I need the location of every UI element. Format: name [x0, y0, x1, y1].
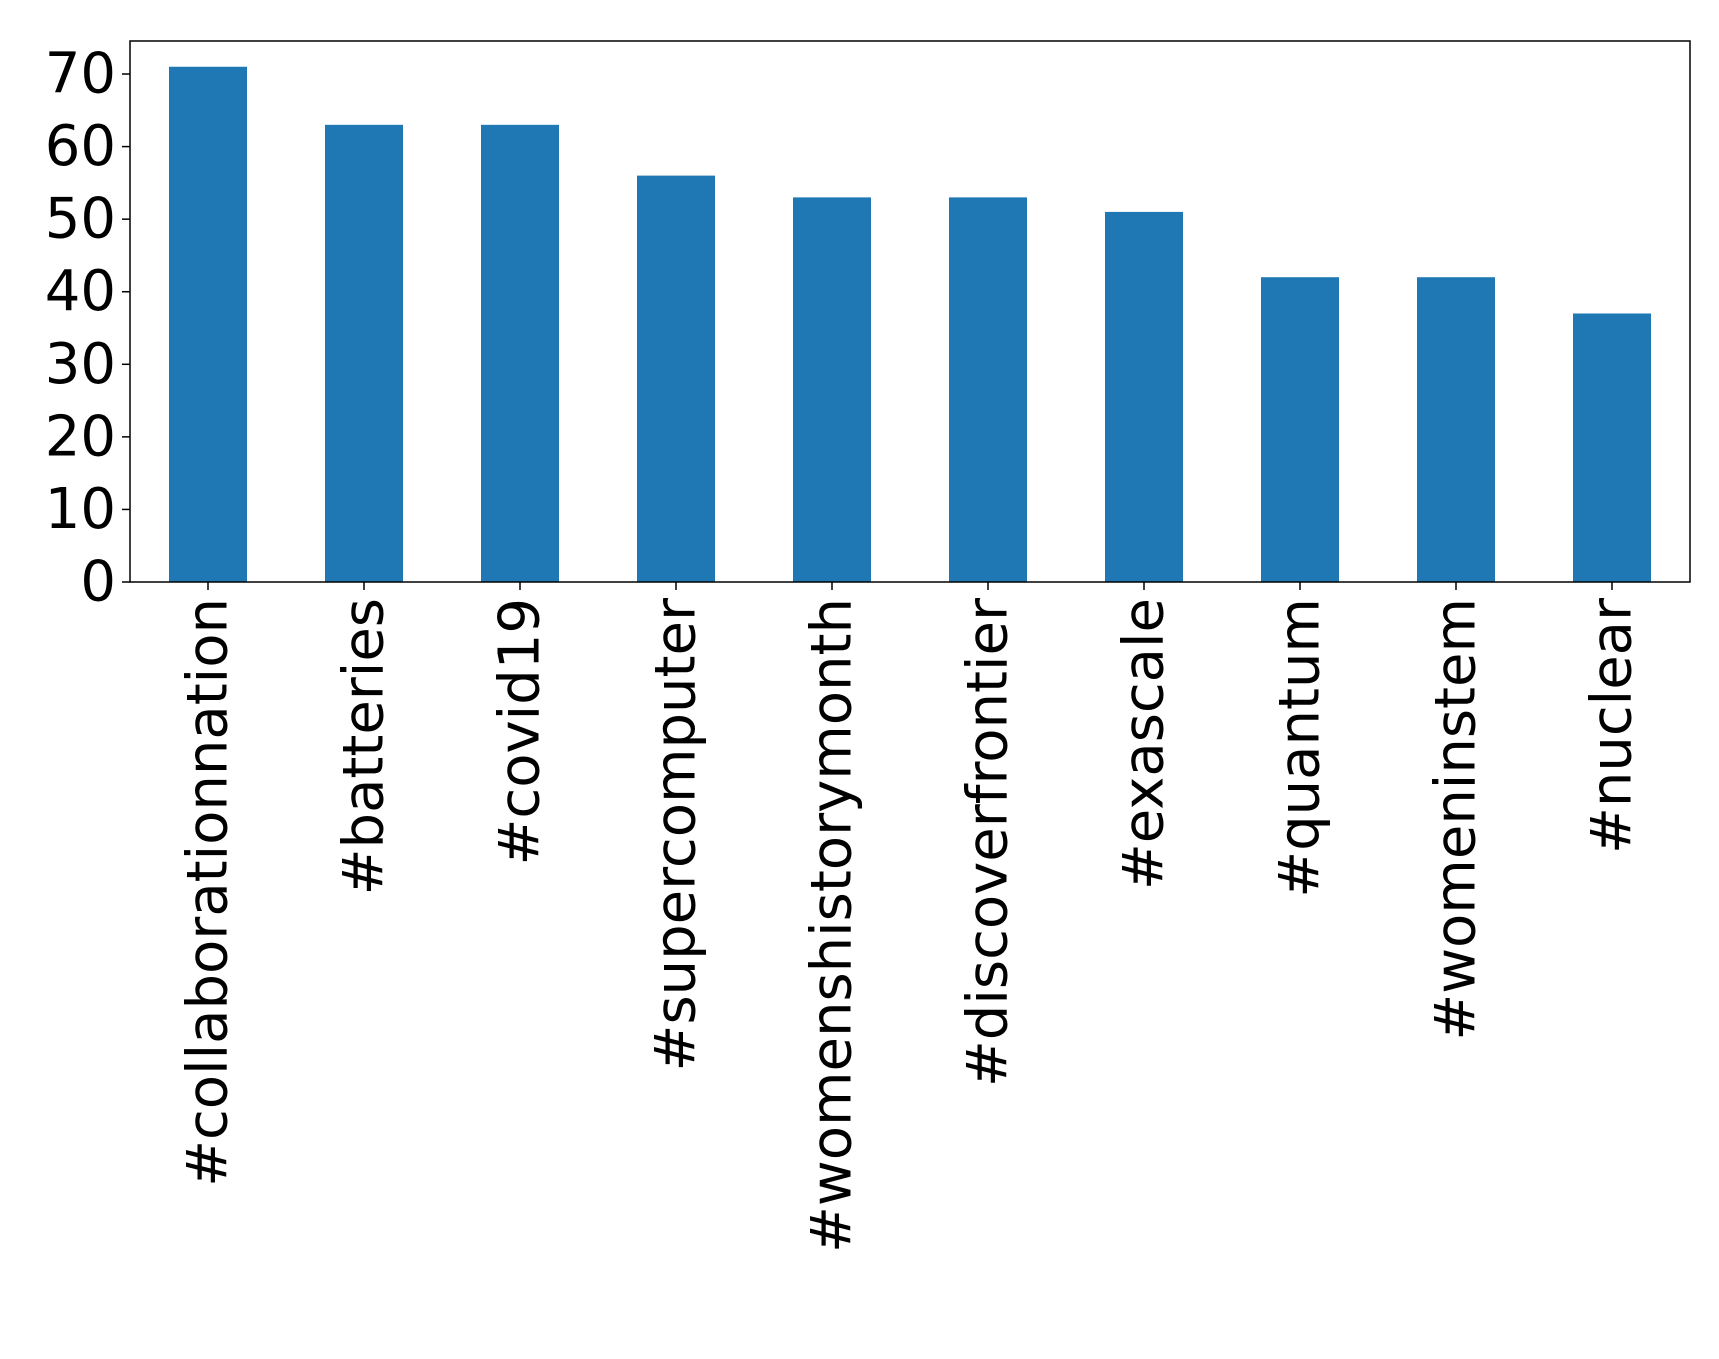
x-tick-label: #discoverfrontier — [956, 597, 1021, 1087]
bar — [793, 197, 871, 582]
x-tick-label: #supercomputer — [644, 597, 709, 1071]
bar — [1105, 211, 1183, 582]
y-axis-ticks: 0 10 20 30 40 50 60 70 — [45, 42, 130, 615]
bar — [1573, 313, 1651, 582]
y-tick-label: 70 — [45, 42, 116, 107]
x-tick-label: #nuclear — [1580, 597, 1645, 854]
x-tick-label: #covid19 — [488, 598, 553, 865]
bars-layer — [169, 66, 1651, 582]
y-tick-label: 0 — [80, 550, 116, 615]
y-tick-label: 50 — [45, 187, 116, 252]
bar — [325, 124, 403, 582]
y-tick-label: 20 — [45, 404, 116, 469]
y-tick-label: 10 — [45, 477, 116, 542]
y-tick-label: 40 — [45, 259, 116, 324]
bar — [169, 66, 247, 582]
y-tick-label: 30 — [45, 332, 116, 397]
bar — [1261, 277, 1339, 582]
x-tick-label: #collaborationnation — [176, 598, 241, 1187]
bar — [481, 124, 559, 582]
x-tick-label: #batteries — [332, 598, 397, 895]
x-axis-ticks: #collaborationnation #batteries #covid19 #s… — [176, 582, 1645, 1253]
bar — [1417, 277, 1495, 582]
x-tick-label: #womeninstem — [1424, 598, 1489, 1041]
x-tick-label: #quantum — [1268, 598, 1333, 898]
y-tick-label: 60 — [45, 114, 116, 179]
bar — [637, 175, 715, 582]
bar — [949, 197, 1027, 582]
x-tick-label: #womenshistorymonth — [800, 598, 865, 1253]
plot-frame — [129, 40, 1691, 583]
x-tick-label: #exascale — [1112, 598, 1177, 890]
